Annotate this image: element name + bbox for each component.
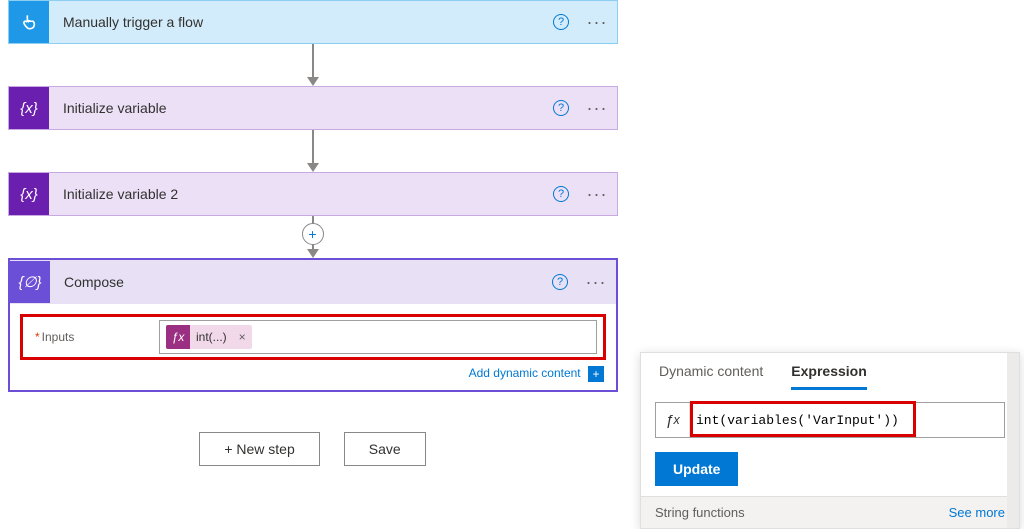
connector-arrow: + <box>0 216 625 258</box>
step-title: Compose <box>50 274 544 290</box>
step-init-var-2[interactable]: {x} Initialize variable 2 ? ··· <box>8 172 618 216</box>
variable-icon: {x} <box>9 87 49 129</box>
step-title: Initialize variable 2 <box>49 186 545 202</box>
step-trigger[interactable]: Manually trigger a flow ? ··· <box>8 0 618 44</box>
more-icon[interactable]: ··· <box>576 272 616 293</box>
help-icon[interactable]: ? <box>544 274 576 290</box>
inputs-field[interactable]: ƒx int(...) × <box>159 320 597 354</box>
tab-expression[interactable]: Expression <box>791 363 866 390</box>
inputs-label: *Inputs <box>29 330 159 344</box>
compose-header[interactable]: {∅} Compose ? ··· <box>10 260 616 304</box>
see-more-link[interactable]: See more <box>949 505 1005 520</box>
step-compose: {∅} Compose ? ··· *Inputs ƒx int(...) × <box>8 258 618 392</box>
fx-icon: ƒx <box>166 325 190 349</box>
help-icon[interactable]: ? <box>545 186 577 202</box>
inputs-row-highlight: *Inputs ƒx int(...) × <box>20 314 606 360</box>
expression-panel: Dynamic content Expression ƒx Update Str… <box>640 352 1020 529</box>
fx-icon: ƒx <box>656 403 690 437</box>
plus-icon[interactable]: + <box>588 366 604 382</box>
expression-input[interactable] <box>690 405 1004 435</box>
scrollbar[interactable] <box>1007 353 1019 528</box>
tab-dynamic-content[interactable]: Dynamic content <box>659 363 763 390</box>
variable-icon: {x} <box>9 173 49 215</box>
step-title: Initialize variable <box>49 100 545 116</box>
flow-canvas: Manually trigger a flow ? ··· {x} Initia… <box>0 0 625 466</box>
more-icon[interactable]: ··· <box>577 98 617 119</box>
help-icon[interactable]: ? <box>545 14 577 30</box>
expression-token[interactable]: ƒx int(...) × <box>166 325 252 349</box>
update-button[interactable]: Update <box>655 452 738 486</box>
remove-token-icon[interactable]: × <box>233 330 252 344</box>
save-button[interactable]: Save <box>344 432 426 466</box>
new-step-button[interactable]: + New step <box>199 432 319 466</box>
help-icon[interactable]: ? <box>545 100 577 116</box>
add-dynamic-content-link[interactable]: Add dynamic content <box>469 366 581 380</box>
more-icon[interactable]: ··· <box>577 12 617 33</box>
compose-icon: {∅} <box>10 261 50 303</box>
footer-buttons: + New step Save <box>0 432 625 466</box>
touch-icon <box>9 1 49 43</box>
step-title: Manually trigger a flow <box>49 14 545 30</box>
connector-arrow <box>0 44 625 86</box>
connector-arrow <box>0 130 625 172</box>
step-init-var-1[interactable]: {x} Initialize variable ? ··· <box>8 86 618 130</box>
add-step-button[interactable]: + <box>302 223 324 245</box>
expression-input-wrap: ƒx <box>655 402 1005 438</box>
section-label: String functions <box>655 505 745 520</box>
expression-section-header: String functions See more <box>641 496 1019 528</box>
more-icon[interactable]: ··· <box>577 184 617 205</box>
